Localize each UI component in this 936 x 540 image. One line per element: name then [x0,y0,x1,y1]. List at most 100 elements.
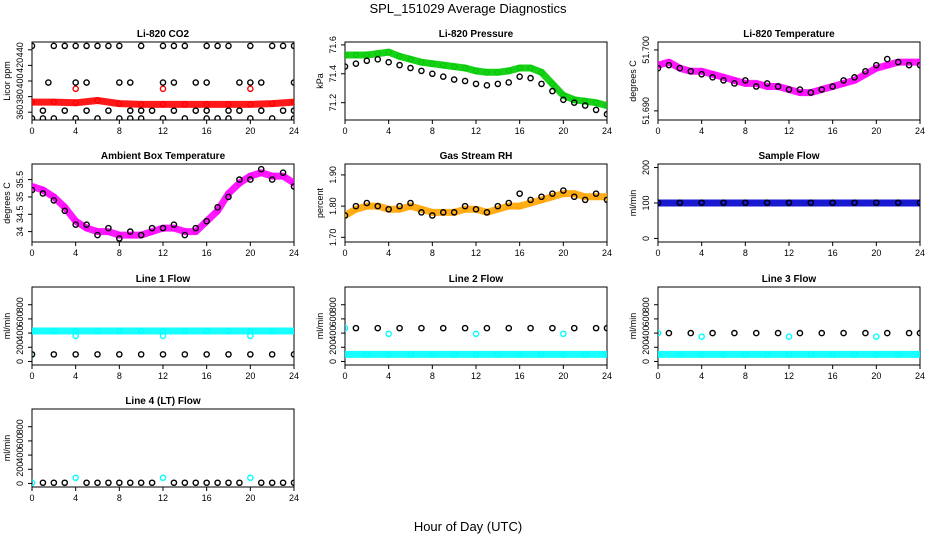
data-point [753,80,760,87]
panel-7: Line 1 Flow ml/min 0 4 8 12 16 20 24 0 20040060080… [2,274,299,381]
y-axis-label: percent [315,187,325,218]
data-point [396,61,403,69]
data-point [32,479,36,487]
data-point [247,351,254,358]
data-point [94,327,101,335]
data-point [148,107,156,114]
x-tick-label: 24 [602,248,612,258]
data-point [290,115,294,120]
y-axis-label: degrees C [628,60,638,102]
data-point [203,327,210,335]
data-point [807,89,815,96]
x-tick-label: 8 [743,371,748,381]
data-point [290,98,294,106]
data-point [763,199,771,206]
data-point [203,479,210,487]
data-point [247,474,254,482]
data-point [279,479,287,487]
data-point [268,176,276,183]
x-tick-label: 16 [515,371,525,381]
x-tick-label: 16 [515,126,525,136]
data-point [851,77,858,84]
x-tick-label: 12 [784,371,794,381]
data-point [439,324,447,332]
data-point [894,58,902,66]
x-tick-label: 8 [430,371,435,381]
x-tick-label: 16 [202,248,212,258]
data-point [225,107,232,114]
x-tick-label: 8 [743,248,748,258]
x-tick-label: 20 [245,248,255,258]
series-group [32,327,294,358]
x-tick-label: 0 [29,371,34,381]
data-point [840,77,847,84]
data-point [439,209,447,216]
data-point [126,115,134,120]
x-tick-label: 24 [602,371,612,381]
data-point [159,101,167,108]
data-point [290,179,294,187]
data-point [290,351,294,358]
data-point [720,199,727,206]
data-point [840,329,847,337]
data-point [916,329,920,337]
data-point [61,479,69,487]
data-point [345,324,349,332]
panel-title: Line 1 Flow [136,274,191,285]
data-point [549,193,556,200]
data-point [363,351,370,358]
y-tick-label: 35.5 [15,171,25,189]
data-point [494,69,501,76]
y-tick-label: 0 [15,359,25,364]
x-tick-label: 24 [289,493,299,503]
data-point [418,206,425,213]
y-tick-label: 0 [641,359,651,364]
panel-10: Line 4 (LT) Flow ml/min 0 4 8 12 16 20 24 0 200400… [2,396,299,503]
data-point [603,196,607,204]
data-point [137,107,145,114]
data-point [752,83,760,90]
data-point [916,351,920,358]
x-tick-label: 20 [558,248,568,258]
y-tick-label: 200 [641,340,651,355]
data-point [127,231,134,239]
y-tick-label: 600 [641,311,651,326]
data-point [105,42,112,50]
x-tick-label: 4 [699,126,704,136]
data-point [148,479,156,487]
y-tick-label: 34.5 [15,206,25,224]
x-tick-label: 0 [29,248,34,258]
data-point [352,324,360,332]
data-point [290,327,294,335]
data-point [148,228,156,235]
data-point [192,228,199,235]
data-point [170,224,178,232]
data-point [665,58,673,66]
series-group [658,55,920,97]
data-point [352,202,360,210]
data-point [603,351,607,358]
data-point [290,107,294,114]
data-point [418,324,425,332]
data-point [137,479,145,487]
data-point [214,207,221,214]
data-point [225,479,232,487]
data-point [516,73,523,80]
data-point [385,58,392,66]
x-tick-label: 16 [202,371,212,381]
plot-frame [31,41,295,121]
data-point [225,327,232,335]
data-point [137,115,145,120]
data-point [429,60,436,67]
data-point [796,89,804,96]
panel-title: Sample Flow [758,151,819,162]
data-point [440,61,447,69]
data-point [269,327,276,335]
x-tick-label: 12 [471,126,481,136]
panel-6: Sample Flow ml/min 0 4 8 12 16 20 24 0 100 200 [628,151,925,258]
data-point [61,107,69,114]
data-point [214,115,221,120]
x-tick-label: 0 [29,126,34,136]
series-band [32,169,294,239]
data-point [396,206,403,213]
